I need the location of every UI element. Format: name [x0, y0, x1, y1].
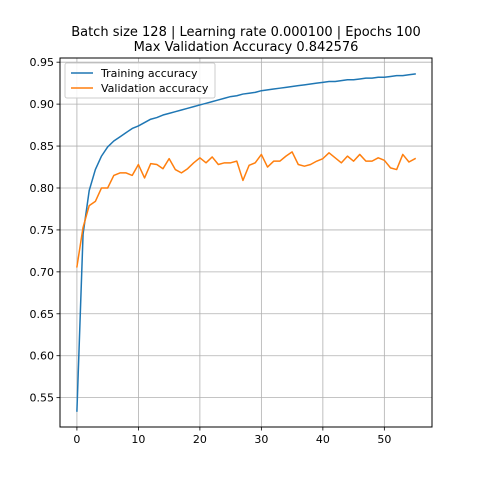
- legend-label-validation: Validation accuracy: [101, 82, 209, 95]
- x-tick-label: 20: [193, 433, 207, 446]
- y-tick-label: 0.55: [30, 392, 55, 405]
- training-accuracy-line: [76, 73, 416, 412]
- x-tick-label: 10: [131, 433, 145, 446]
- y-tick-label: 0.95: [30, 56, 55, 69]
- y-tick-label: 0.85: [30, 140, 55, 153]
- x-tick-label: 40: [316, 433, 330, 446]
- y-axis-ticks: 0.55 0.60 0.65 0.70 0.75 0.80 0.85 0.90 0.95: [30, 56, 60, 405]
- legend-box: [64, 62, 216, 99]
- y-tick-label: 0.90: [30, 98, 55, 111]
- plot-area-frame: [59, 57, 433, 428]
- legend: Training accuracy Validation accuracy: [64, 62, 216, 99]
- y-tick-label: 0.65: [30, 308, 55, 321]
- y-tick-label: 0.80: [30, 182, 55, 195]
- grid: [60, 58, 432, 427]
- series-lines: [76, 73, 417, 412]
- chart-title-line-2: Max Validation Accuracy 0.842576: [134, 40, 359, 55]
- x-tick-label: 30: [254, 433, 268, 446]
- y-tick-label: 0.75: [30, 224, 55, 237]
- chart-title-line-1: Batch size 128 | Learning rate 0.000100 …: [71, 25, 421, 40]
- validation-accuracy-line: [76, 151, 417, 268]
- x-tick-label: 50: [377, 433, 391, 446]
- x-tick-label: 0: [73, 433, 80, 446]
- x-axis-ticks: 0 10 20 30 40 50: [73, 427, 391, 446]
- y-tick-label: 0.60: [30, 350, 55, 363]
- y-tick-label: 0.70: [30, 266, 55, 279]
- legend-label-training: Training accuracy: [100, 67, 198, 80]
